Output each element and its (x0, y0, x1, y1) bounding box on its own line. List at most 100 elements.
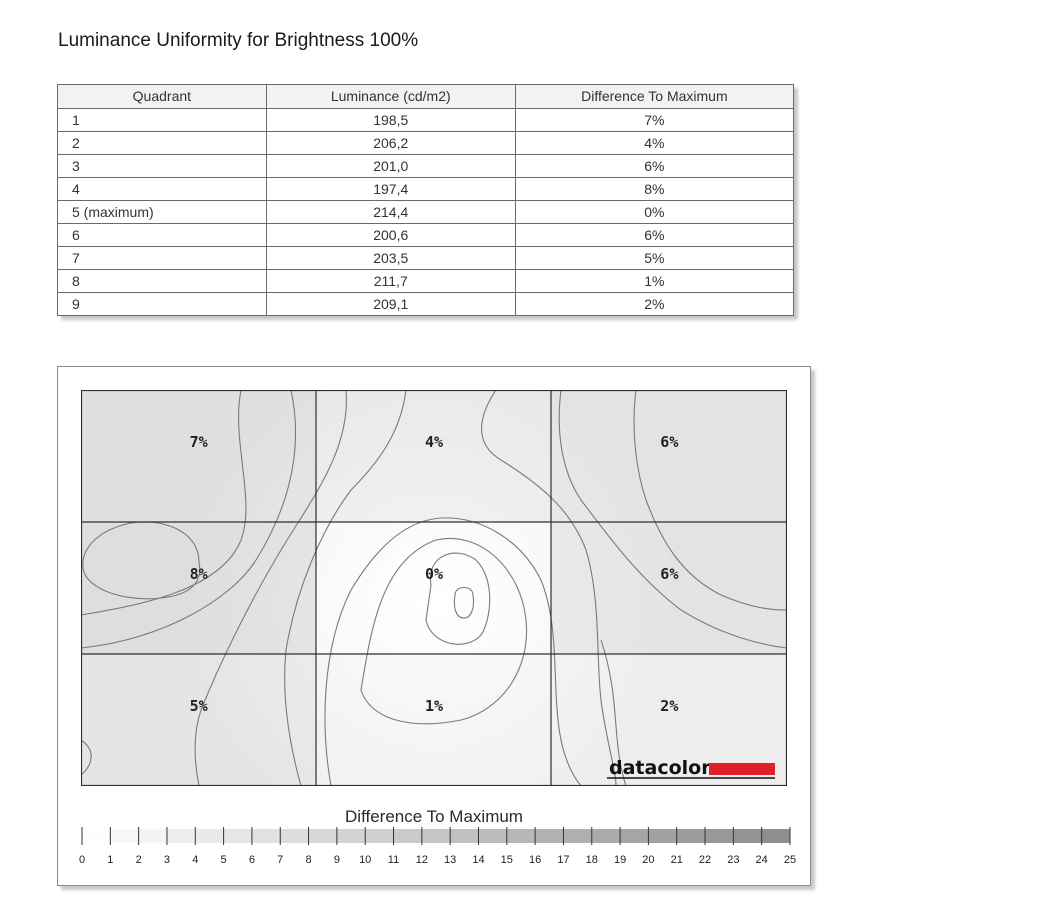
cell-difference: 6% (514, 154, 795, 178)
cell-label: 6% (660, 565, 678, 583)
cell-luminance: 214,4 (265, 200, 516, 224)
scale-segment (251, 829, 281, 843)
cell-luminance: 197,4 (265, 177, 516, 201)
cell-difference: 0% (514, 200, 795, 224)
contour-line (81, 390, 247, 616)
scale-segment (648, 829, 677, 843)
cell-luminance: 198,5 (265, 108, 516, 132)
scale-tick-label: 7 (277, 854, 283, 866)
cell-quadrant: 9 (57, 292, 267, 316)
header-luminance: Luminance (cd/m2) (265, 84, 516, 109)
scale-segment (138, 829, 167, 843)
cell-luminance: 203,5 (265, 246, 516, 270)
cell-label: 6% (660, 433, 678, 451)
scale-segment (591, 829, 621, 843)
luminance-table: Quadrant Luminance (cd/m2) Difference To… (57, 84, 795, 316)
scale-segment (733, 829, 762, 843)
scale-segment (365, 829, 394, 843)
contour-line (481, 390, 617, 786)
table-row: 7 203,5 5% (57, 246, 795, 270)
cell-quadrant: 4 (57, 177, 267, 201)
table-row: 2 206,2 4% (57, 131, 795, 155)
scale-tick-label: 5 (221, 854, 227, 866)
table-row: 9 209,1 2% (57, 292, 795, 316)
table-row: 5 (maximum) 214,4 0% (57, 200, 795, 224)
cell-label: 5% (190, 697, 208, 715)
table-row: 6 200,6 6% (57, 223, 795, 247)
logo-red-bar (709, 763, 775, 775)
scale-segment (563, 829, 592, 843)
cell-luminance: 209,1 (265, 292, 516, 316)
scale-segment (535, 829, 564, 843)
scale-tick-label: 23 (727, 854, 739, 866)
scale-segment (195, 829, 224, 843)
scale-segment (478, 829, 507, 843)
scale-tick-label: 6 (249, 854, 255, 866)
cell-difference: 7% (514, 108, 795, 132)
scale-segment (421, 829, 451, 843)
scale-segment (761, 829, 790, 843)
scale-tick-label: 19 (614, 854, 626, 866)
cell-difference: 4% (514, 131, 795, 155)
cell-label: 8% (190, 565, 208, 583)
datacolor-logo: datacolor (607, 757, 775, 779)
heatmap-cell (81, 522, 317, 654)
scale-segment (705, 829, 734, 843)
grid-border (81, 390, 787, 786)
uniformity-chart-panel: 7% 4% 6% 8% 0% 6% 5% 1% 2% datacolor Difference … (57, 366, 811, 886)
cell-quadrant: 7 (57, 246, 267, 270)
scale-segment (110, 829, 139, 843)
scale-segment (166, 829, 196, 843)
scale-segment (450, 829, 479, 843)
cell-difference: 2% (514, 292, 795, 316)
scale-segment (280, 829, 309, 843)
contour-line (453, 586, 475, 619)
legend-title: Difference To Maximum (345, 807, 523, 826)
cell-label: 2% (660, 697, 678, 715)
table-row: 4 197,4 8% (57, 177, 795, 201)
contour-line (633, 390, 787, 611)
svg-text:datacolor: datacolor (609, 757, 711, 779)
cell-label: 0% (425, 565, 443, 583)
heatmap-cell (551, 522, 787, 654)
scale-segment (308, 829, 337, 843)
uniformity-heatmap-svg: 7% 4% 6% 8% 0% 6% 5% 1% 2% datacolor (81, 390, 787, 786)
table-row: 1 198,5 7% (57, 108, 795, 132)
table-body: 1 198,5 7% 2 206,2 4% 3 201,0 6% 4 197,4 8% 5 (maxim… (57, 108, 795, 316)
cell-difference: 5% (514, 246, 795, 270)
cell-quadrant: 1 (57, 108, 267, 132)
scale-tick-label: 1 (107, 854, 113, 866)
scale-tick-label: 14 (472, 854, 484, 866)
cell-quadrant: 6 (57, 223, 267, 247)
scale-tick-label: 21 (671, 854, 683, 866)
cell-difference: 6% (514, 223, 795, 247)
heatmap-cells (81, 390, 787, 786)
scale-tick-label: 20 (642, 854, 654, 866)
scale-tick-label: 17 (557, 854, 569, 866)
cell-quadrant: 3 (57, 154, 267, 178)
scale-tick-label: 22 (699, 854, 711, 866)
scale-tick-label: 12 (416, 854, 428, 866)
scale-tick-label: 25 (784, 854, 796, 866)
cell-label: 4% (425, 433, 443, 451)
scale-segment (223, 829, 252, 843)
table-header-row: Quadrant Luminance (cd/m2) Difference To… (57, 84, 795, 109)
cell-label: 1% (425, 697, 443, 715)
contour-lines (81, 390, 787, 786)
cell-luminance: 201,0 (265, 154, 516, 178)
scale-tick-label: 24 (756, 854, 768, 866)
scale-tick-label: 15 (501, 854, 513, 866)
heatmap-cell (551, 390, 787, 522)
heatmap-cell (81, 390, 317, 522)
contour-line (324, 517, 582, 786)
cell-luminance: 211,7 (265, 269, 516, 293)
scale-tick-label: 8 (305, 854, 311, 866)
contour-line (558, 390, 787, 649)
cell-labels: 7% 4% 6% 8% 0% 6% 5% 1% 2% (190, 433, 679, 715)
scale-tick-label: 3 (164, 854, 170, 866)
contour-line (425, 552, 491, 645)
contour-line (600, 639, 627, 786)
scale-ticks: 0 1 2 3 4 5 6 7 8 9 10 11 12 13 14 15 16 17 18 19 20 21 22 23 24… (79, 827, 796, 866)
contour-line (284, 390, 407, 786)
cell-difference: 8% (514, 177, 795, 201)
